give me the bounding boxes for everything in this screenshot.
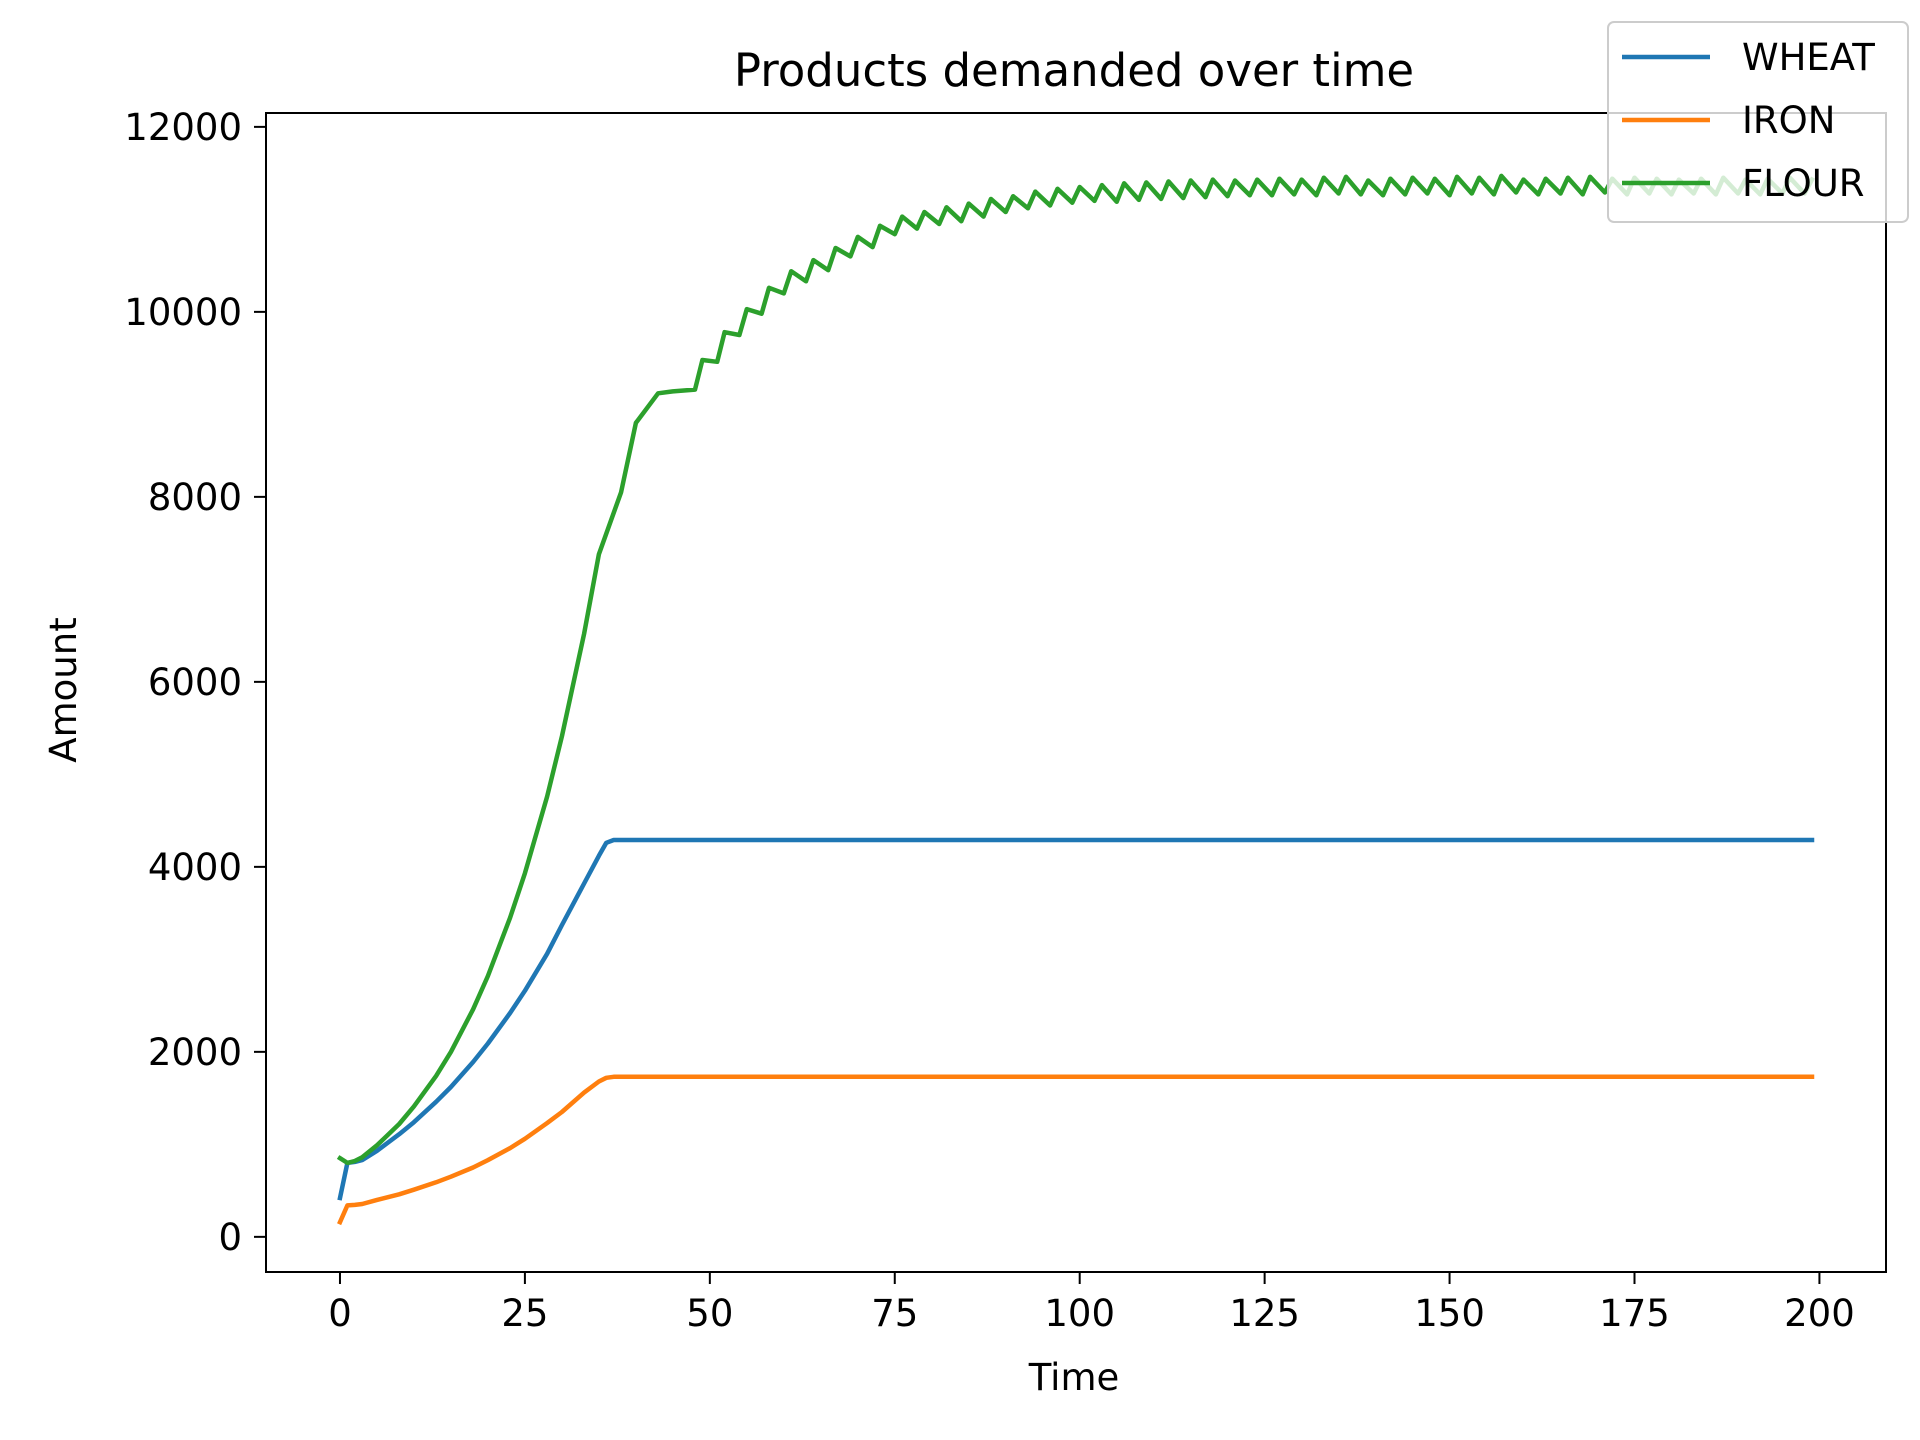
x-tick-label: 0 — [328, 1292, 352, 1335]
y-axis-ticks: 0 2000 4000 6000 8000 10000 12000 — [124, 106, 266, 1259]
x-axis-label: Time — [1028, 1356, 1120, 1399]
y-tick-label: 8000 — [148, 476, 242, 519]
y-tick-label: 2000 — [148, 1031, 242, 1074]
legend-label-wheat: WHEAT — [1742, 36, 1875, 79]
series-line-flour — [336, 173, 1816, 1166]
x-tick-label: 75 — [871, 1292, 918, 1335]
legend-label-iron: IRON — [1742, 99, 1835, 142]
y-tick-label: 6000 — [148, 661, 242, 704]
y-axis-label: Amount — [42, 617, 85, 762]
y-tick-label: 0 — [218, 1216, 242, 1259]
x-tick-label: 175 — [1599, 1292, 1670, 1335]
legend: WHEAT IRON FLOUR — [1607, 21, 1909, 223]
x-tick-label: 125 — [1229, 1292, 1300, 1335]
x-axis-ticks: 0 25 50 75 100 125 150 175 200 — [328, 1272, 1855, 1335]
legend-box — [1607, 21, 1909, 223]
plot-lines — [336, 173, 1816, 1226]
plot-area-frame — [265, 112, 1887, 1273]
y-tick-label: 12000 — [124, 106, 242, 149]
y-tick-label: 10000 — [124, 291, 242, 334]
x-tick-label: 100 — [1044, 1292, 1115, 1335]
series-line-iron — [337, 1074, 1815, 1226]
legend-label-flour: FLOUR — [1742, 162, 1865, 205]
series-line-wheat — [337, 837, 1815, 1201]
x-tick-label: 50 — [686, 1292, 733, 1335]
y-tick-label: 4000 — [148, 846, 242, 889]
chart-title: Products demanded over time — [734, 44, 1414, 97]
x-tick-label: 200 — [1784, 1292, 1855, 1335]
x-tick-label: 150 — [1414, 1292, 1485, 1335]
x-tick-label: 25 — [501, 1292, 548, 1335]
